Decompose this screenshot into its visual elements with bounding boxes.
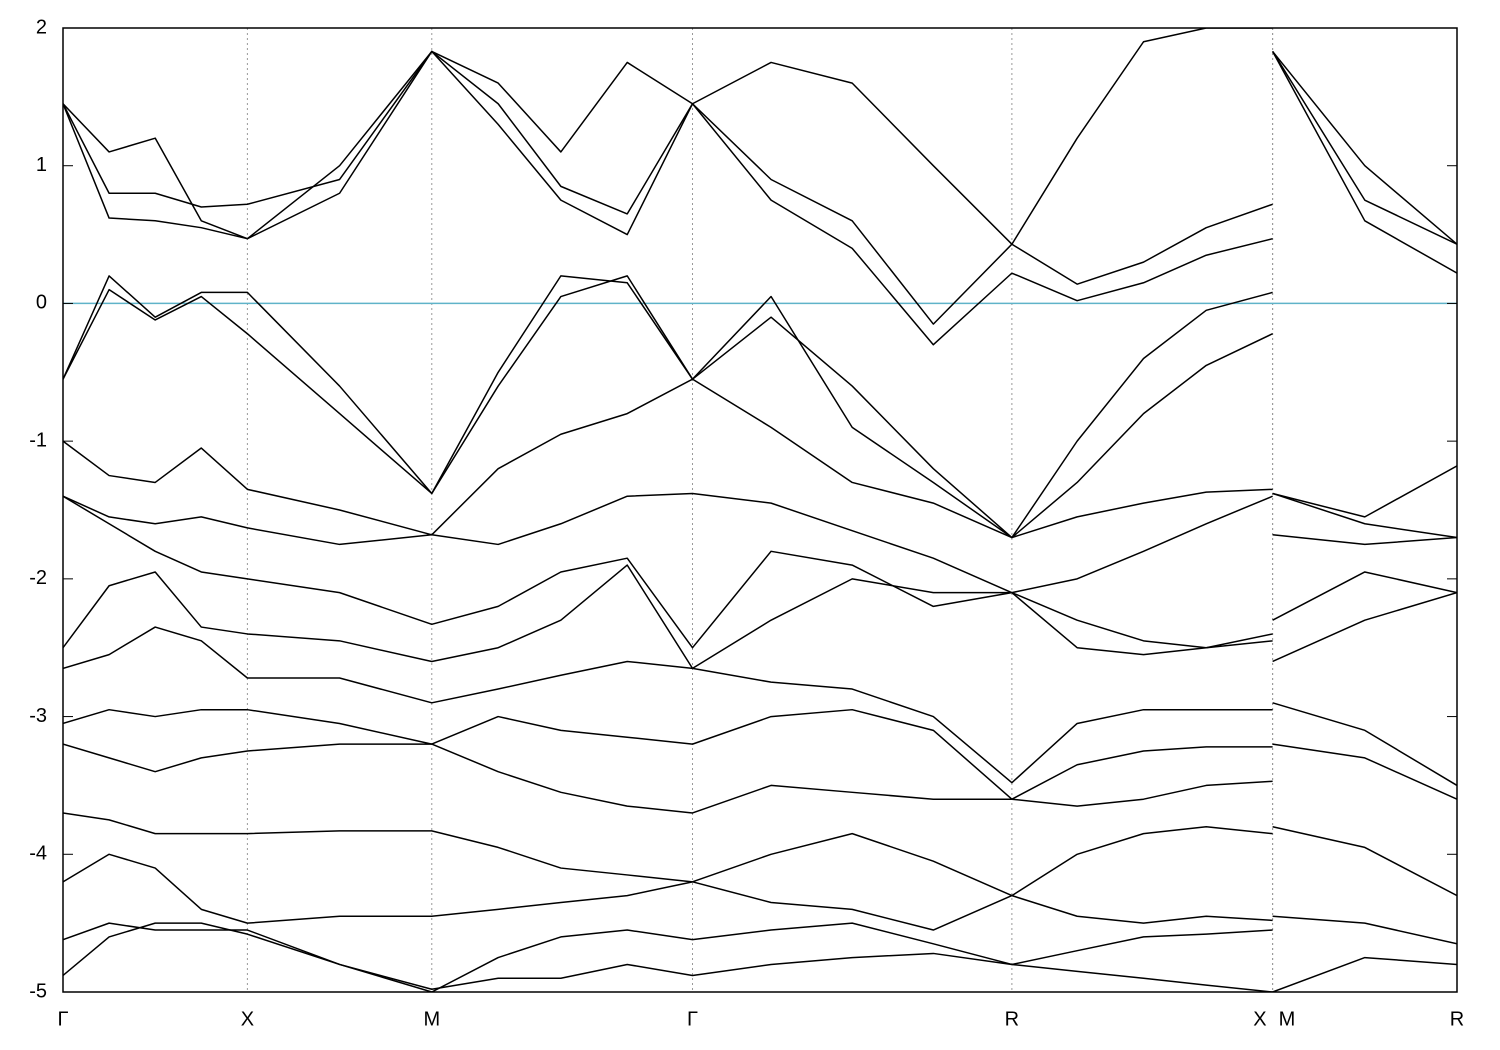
band-line [63, 275, 1457, 539]
band-line [63, 275, 1457, 539]
x-tick-label: R [1005, 1008, 1019, 1030]
x-tick-label: Γ [687, 1008, 698, 1030]
y-tick-label: -2 [29, 567, 47, 589]
y-tick-label: -1 [29, 429, 47, 451]
band-line [63, 626, 1457, 800]
x-tick-label: M [1279, 1008, 1296, 1030]
x-tick-label: Γ [57, 1008, 68, 1030]
band-line [63, 708, 1457, 897]
y-tick-label: -4 [29, 843, 47, 865]
bands [63, 28, 1457, 992]
band-line [63, 812, 1457, 992]
band-line [63, 50, 1457, 346]
band-line [63, 922, 1273, 992]
x-tick-label: X [1253, 1008, 1266, 1030]
band-line [63, 28, 1457, 245]
band-line [63, 50, 1457, 325]
band-line [63, 378, 1457, 546]
y-tick-label: -5 [29, 980, 47, 1002]
x-tick-label: M [423, 1008, 440, 1030]
band-line [63, 922, 1273, 992]
band-line [63, 495, 1457, 663]
y-tick-label: 0 [36, 292, 47, 314]
plot-frame [62, 27, 1458, 993]
band-line [63, 853, 1273, 931]
y-tick-label: 2 [36, 16, 47, 38]
x-tick-label: R [1450, 1008, 1464, 1030]
band-line [63, 564, 1457, 787]
band-line [63, 743, 1457, 945]
y-tick-label: -3 [29, 705, 47, 727]
x-tick-label: X [241, 1008, 254, 1030]
y-tick-label: 1 [36, 154, 47, 176]
grid [63, 28, 1457, 992]
band-line [63, 492, 1457, 621]
